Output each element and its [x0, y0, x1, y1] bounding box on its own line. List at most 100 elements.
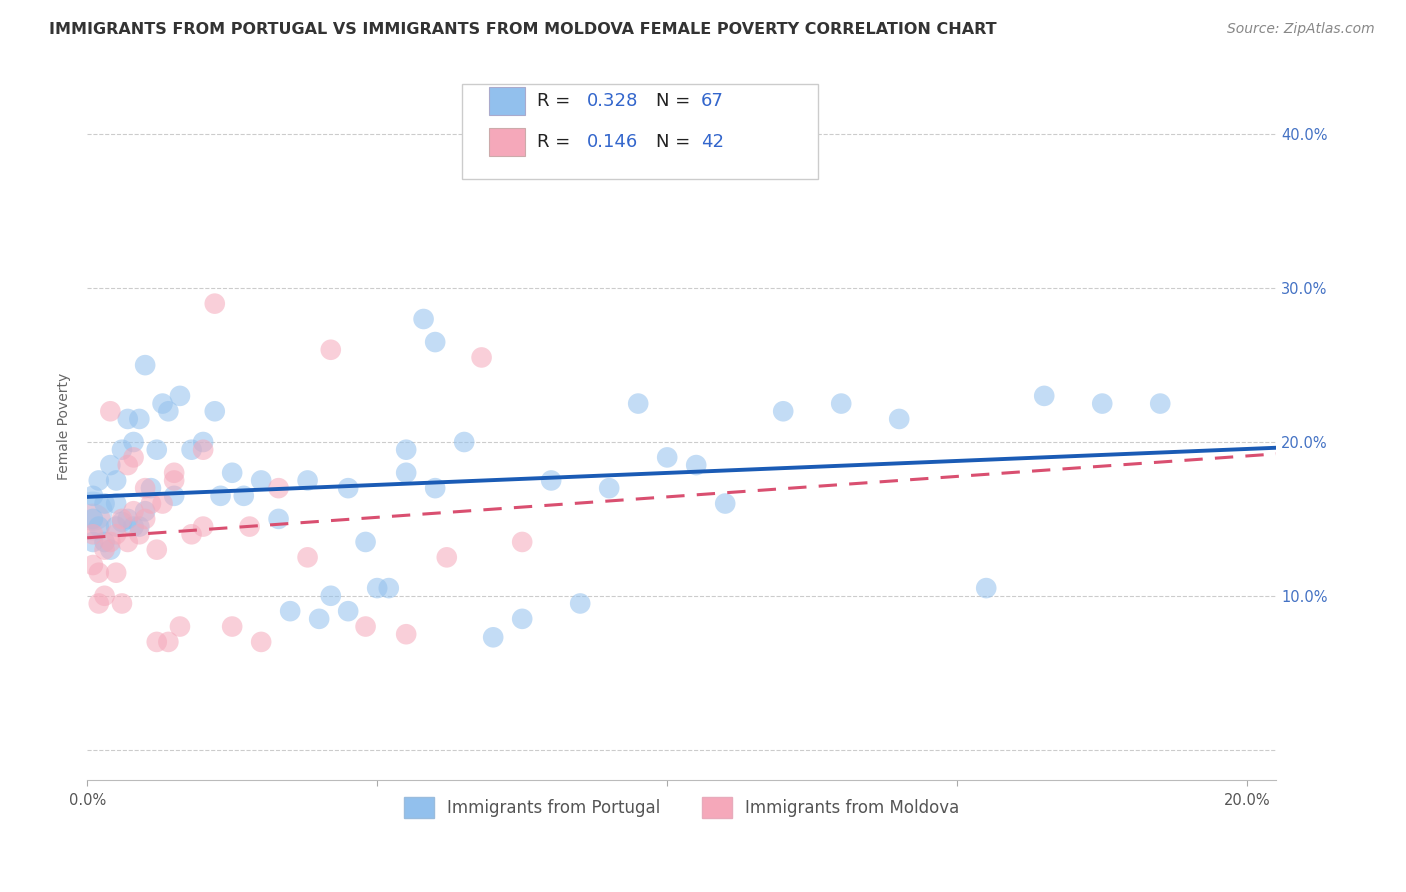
Point: [87, 474, 110, 488]
Point: [180, 442, 202, 457]
Text: 42: 42: [700, 133, 724, 151]
Point: [105, 519, 128, 533]
Point: [1091, 396, 1114, 410]
Point: [157, 635, 180, 649]
Point: [87, 566, 110, 580]
Point: [93, 589, 115, 603]
Text: 0.146: 0.146: [586, 133, 638, 151]
Point: [134, 512, 156, 526]
Point: [152, 396, 174, 410]
FancyBboxPatch shape: [461, 84, 818, 179]
Point: [98, 542, 121, 557]
Point: [82, 489, 104, 503]
Point: [117, 512, 139, 526]
Point: [180, 527, 202, 541]
Point: [974, 581, 997, 595]
Point: [82, 558, 104, 572]
Text: 0.328: 0.328: [586, 92, 638, 111]
Point: [366, 581, 388, 595]
Point: [250, 635, 273, 649]
Point: [221, 619, 243, 633]
Point: [482, 630, 505, 644]
Point: [145, 442, 167, 457]
Point: [1033, 389, 1056, 403]
Point: [204, 404, 226, 418]
Point: [139, 481, 162, 495]
Point: [128, 519, 150, 533]
Point: [157, 404, 180, 418]
Point: [395, 627, 418, 641]
Point: [191, 442, 214, 457]
Point: [191, 519, 214, 533]
Point: [82, 535, 104, 549]
Point: [453, 435, 475, 450]
Point: [250, 474, 273, 488]
Point: [87, 597, 110, 611]
Point: [267, 481, 290, 495]
Point: [134, 504, 156, 518]
Point: [830, 396, 852, 410]
Point: [98, 458, 121, 472]
Point: [278, 604, 301, 618]
Point: [82, 527, 104, 541]
Point: [267, 512, 290, 526]
Point: [122, 519, 145, 533]
Point: [117, 412, 139, 426]
Point: [354, 535, 377, 549]
Point: [152, 496, 174, 510]
Point: [337, 481, 360, 495]
Point: [117, 535, 139, 549]
Point: [105, 474, 128, 488]
Point: [209, 489, 232, 503]
Point: [337, 604, 360, 618]
Point: [169, 389, 191, 403]
Point: [82, 512, 104, 526]
Point: [1149, 396, 1171, 410]
Point: [627, 396, 650, 410]
Point: [297, 550, 319, 565]
Point: [471, 351, 494, 365]
Point: [145, 542, 167, 557]
Point: [425, 481, 447, 495]
Point: [169, 619, 191, 633]
Point: [93, 496, 115, 510]
Text: N =: N =: [655, 92, 696, 111]
Point: [297, 474, 319, 488]
Point: [772, 404, 794, 418]
Text: Source: ZipAtlas.com: Source: ZipAtlas.com: [1227, 22, 1375, 37]
Point: [238, 519, 260, 533]
Point: [128, 527, 150, 541]
Point: [395, 442, 418, 457]
Point: [93, 542, 115, 557]
Point: [122, 504, 145, 518]
Point: [412, 312, 434, 326]
Point: [145, 635, 167, 649]
Point: [139, 496, 162, 510]
Point: [122, 435, 145, 450]
Point: [308, 612, 330, 626]
Point: [191, 435, 214, 450]
Point: [657, 450, 679, 465]
Point: [319, 343, 342, 357]
Point: [105, 527, 128, 541]
Point: [395, 466, 418, 480]
Point: [111, 512, 134, 526]
Point: [111, 515, 134, 529]
Point: [82, 515, 104, 529]
Point: [598, 481, 620, 495]
Text: R =: R =: [537, 92, 575, 111]
Point: [510, 612, 533, 626]
Y-axis label: Female Poverty: Female Poverty: [58, 373, 72, 480]
Text: IMMIGRANTS FROM PORTUGAL VS IMMIGRANTS FROM MOLDOVA FEMALE POVERTY CORRELATION C: IMMIGRANTS FROM PORTUGAL VS IMMIGRANTS F…: [49, 22, 997, 37]
Point: [378, 581, 401, 595]
Point: [354, 619, 377, 633]
Point: [105, 496, 128, 510]
Text: R =: R =: [537, 133, 575, 151]
Point: [163, 466, 186, 480]
Point: [93, 535, 115, 549]
Point: [105, 566, 128, 580]
Point: [117, 458, 139, 472]
FancyBboxPatch shape: [489, 128, 524, 156]
Point: [98, 535, 121, 549]
Point: [163, 489, 186, 503]
